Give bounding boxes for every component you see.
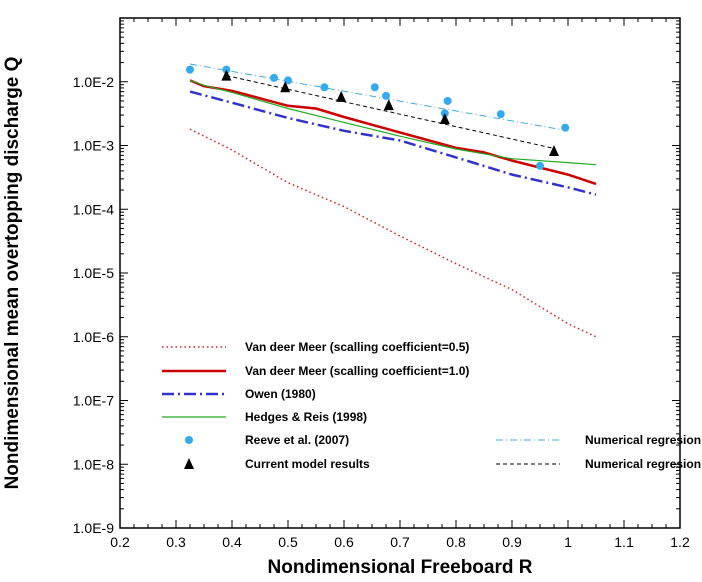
x-tick-label: 0.4	[222, 534, 242, 550]
y-tick-label: 1.0E-9	[73, 520, 114, 536]
data-point	[186, 65, 194, 74]
x-tick-label: 1.1	[614, 534, 634, 550]
x-tick-label: 1.2	[670, 534, 690, 550]
legend-label: Van deer Meer (scalling coefficient=1.0)	[245, 364, 469, 378]
legend-entry: Owen (1980)	[162, 387, 316, 401]
legend-marker	[185, 436, 193, 444]
series-5	[221, 69, 559, 156]
legend-label: Numerical regresion	[585, 433, 701, 447]
legend-entry: Numerical regresion	[496, 433, 701, 447]
x-tick-label: 0.9	[502, 534, 522, 550]
x-tick-label: 0.3	[166, 534, 186, 550]
data-point	[280, 81, 291, 93]
series-2	[189, 90, 597, 196]
x-tick-label: 0.2	[110, 534, 130, 550]
data-point	[536, 161, 544, 170]
legend-label: Numerical regresion	[585, 457, 701, 471]
series-0	[189, 128, 597, 338]
y-tick-label: 1.0E-6	[73, 329, 114, 345]
data-point	[270, 73, 278, 82]
data-point	[370, 83, 379, 92]
legend-label: Van deer Meer (scalling coefficient=0.5)	[245, 340, 469, 354]
series-line	[226, 75, 555, 149]
axis-ticks	[119, 17, 681, 529]
series-line	[189, 79, 597, 186]
x-tick-label: 1	[564, 534, 572, 550]
legend-entry: Van deer Meer (scalling coefficient=1.0)	[162, 364, 469, 378]
legend-label: Current model results	[245, 457, 370, 471]
series-line	[189, 90, 597, 196]
y-tick-label: 1.0E-2	[73, 74, 114, 90]
series-4	[186, 65, 570, 170]
legend-entry: Numerical regresion	[496, 457, 701, 471]
data-point	[284, 76, 292, 85]
legend-label: Reeve et al. (2007)	[245, 433, 349, 447]
plot-frame	[119, 17, 681, 529]
series-line	[189, 128, 597, 338]
tick-labels: 0.2 0.3 0.4 0.5 0.6 0.7 0.8 0.9 1 1.1 1.2 1.0E-9 1.0…	[73, 74, 690, 550]
y-axis-title: Nondimensional mean overtopping discharg…	[2, 57, 23, 490]
legend-entry: Current model results	[184, 457, 370, 471]
y-tick-label: 1.0E-7	[73, 393, 114, 409]
x-tick-label: 0.5	[278, 534, 298, 550]
legend-label: Owen (1980)	[245, 387, 316, 401]
x-axis-title: Nondimensional Freeboard R	[268, 557, 533, 578]
series-7	[226, 75, 555, 149]
data-point	[443, 96, 452, 105]
y-tick-label: 1.0E-4	[73, 201, 114, 217]
series-layer	[186, 63, 597, 338]
data-point	[496, 110, 505, 119]
data-point	[336, 90, 347, 102]
x-tick-label: 0.8	[446, 534, 466, 550]
series-6	[189, 63, 569, 132]
y-tick-label: 1.0E-8	[73, 456, 114, 472]
x-tick-label: 0.7	[390, 534, 410, 550]
legend-marker	[184, 458, 194, 469]
data-point	[549, 144, 559, 156]
legend-entry: Reeve et al. (2007)	[185, 433, 349, 447]
data-point	[383, 99, 394, 111]
y-tick-label: 1.0E-3	[73, 138, 114, 154]
series-line	[189, 79, 597, 166]
legend-label: Hedges & Reis (1998)	[245, 410, 367, 424]
legend-entry: Van deer Meer (scalling coefficient=0.5)	[162, 340, 469, 354]
legend-entry: Hedges & Reis (1998)	[162, 410, 367, 424]
y-tick-label: 1.0E-5	[73, 265, 114, 281]
legend: Van deer Meer (scalling coefficient=0.5)…	[162, 340, 701, 471]
series-3	[189, 79, 597, 166]
data-point	[439, 113, 450, 125]
series-line	[189, 63, 569, 132]
x-tick-label: 0.6	[334, 534, 354, 550]
series-1	[189, 79, 597, 186]
data-point	[221, 69, 232, 81]
